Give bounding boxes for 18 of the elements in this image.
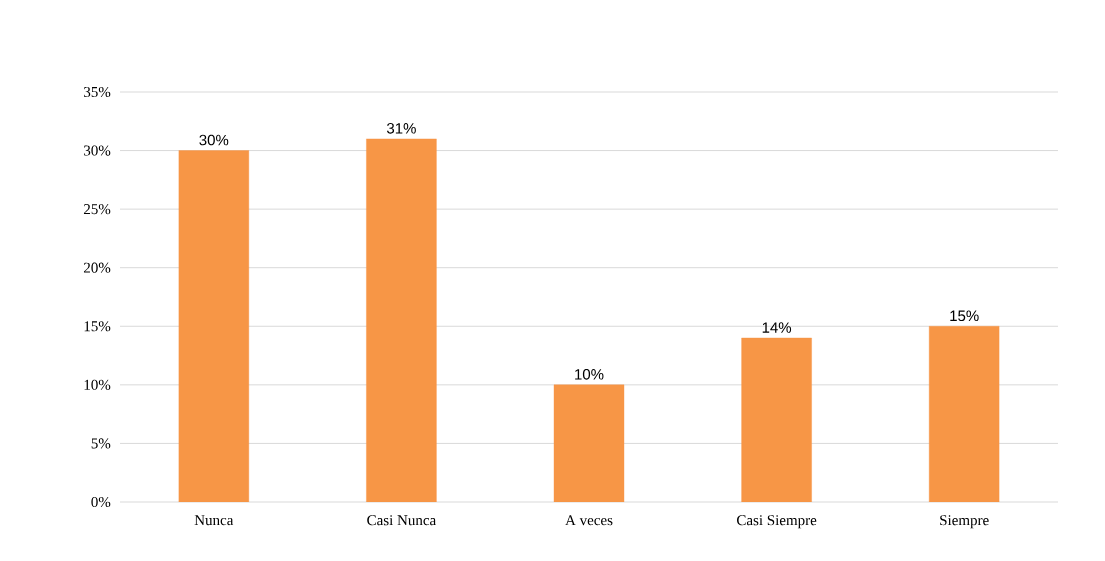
y-tick-label: 15%	[84, 321, 111, 332]
x-tick-label: Casi Nunca	[367, 515, 436, 526]
data-label: 14%	[762, 322, 792, 333]
x-tick-label: Nunca	[194, 515, 234, 526]
data-label: 10%	[575, 369, 604, 380]
y-tick-label: 35%	[84, 86, 111, 98]
y-tick-label: 0%	[91, 496, 111, 508]
y-tick-label: 20%	[83, 262, 111, 273]
x-tick-label: Siempre	[940, 515, 989, 529]
y-tick-label: 5%	[91, 438, 111, 449]
x-tick-label: Casi Siempre	[737, 515, 817, 529]
data-label: 30%	[199, 134, 229, 146]
y-tick-label: 25%	[83, 204, 111, 215]
y-tick-label: 10%	[84, 379, 111, 390]
data-label: 15%	[950, 310, 979, 322]
data-label: 31%	[386, 123, 416, 134]
y-tick-label: 30%	[84, 145, 111, 156]
x-tick-label: A veces	[565, 515, 613, 526]
